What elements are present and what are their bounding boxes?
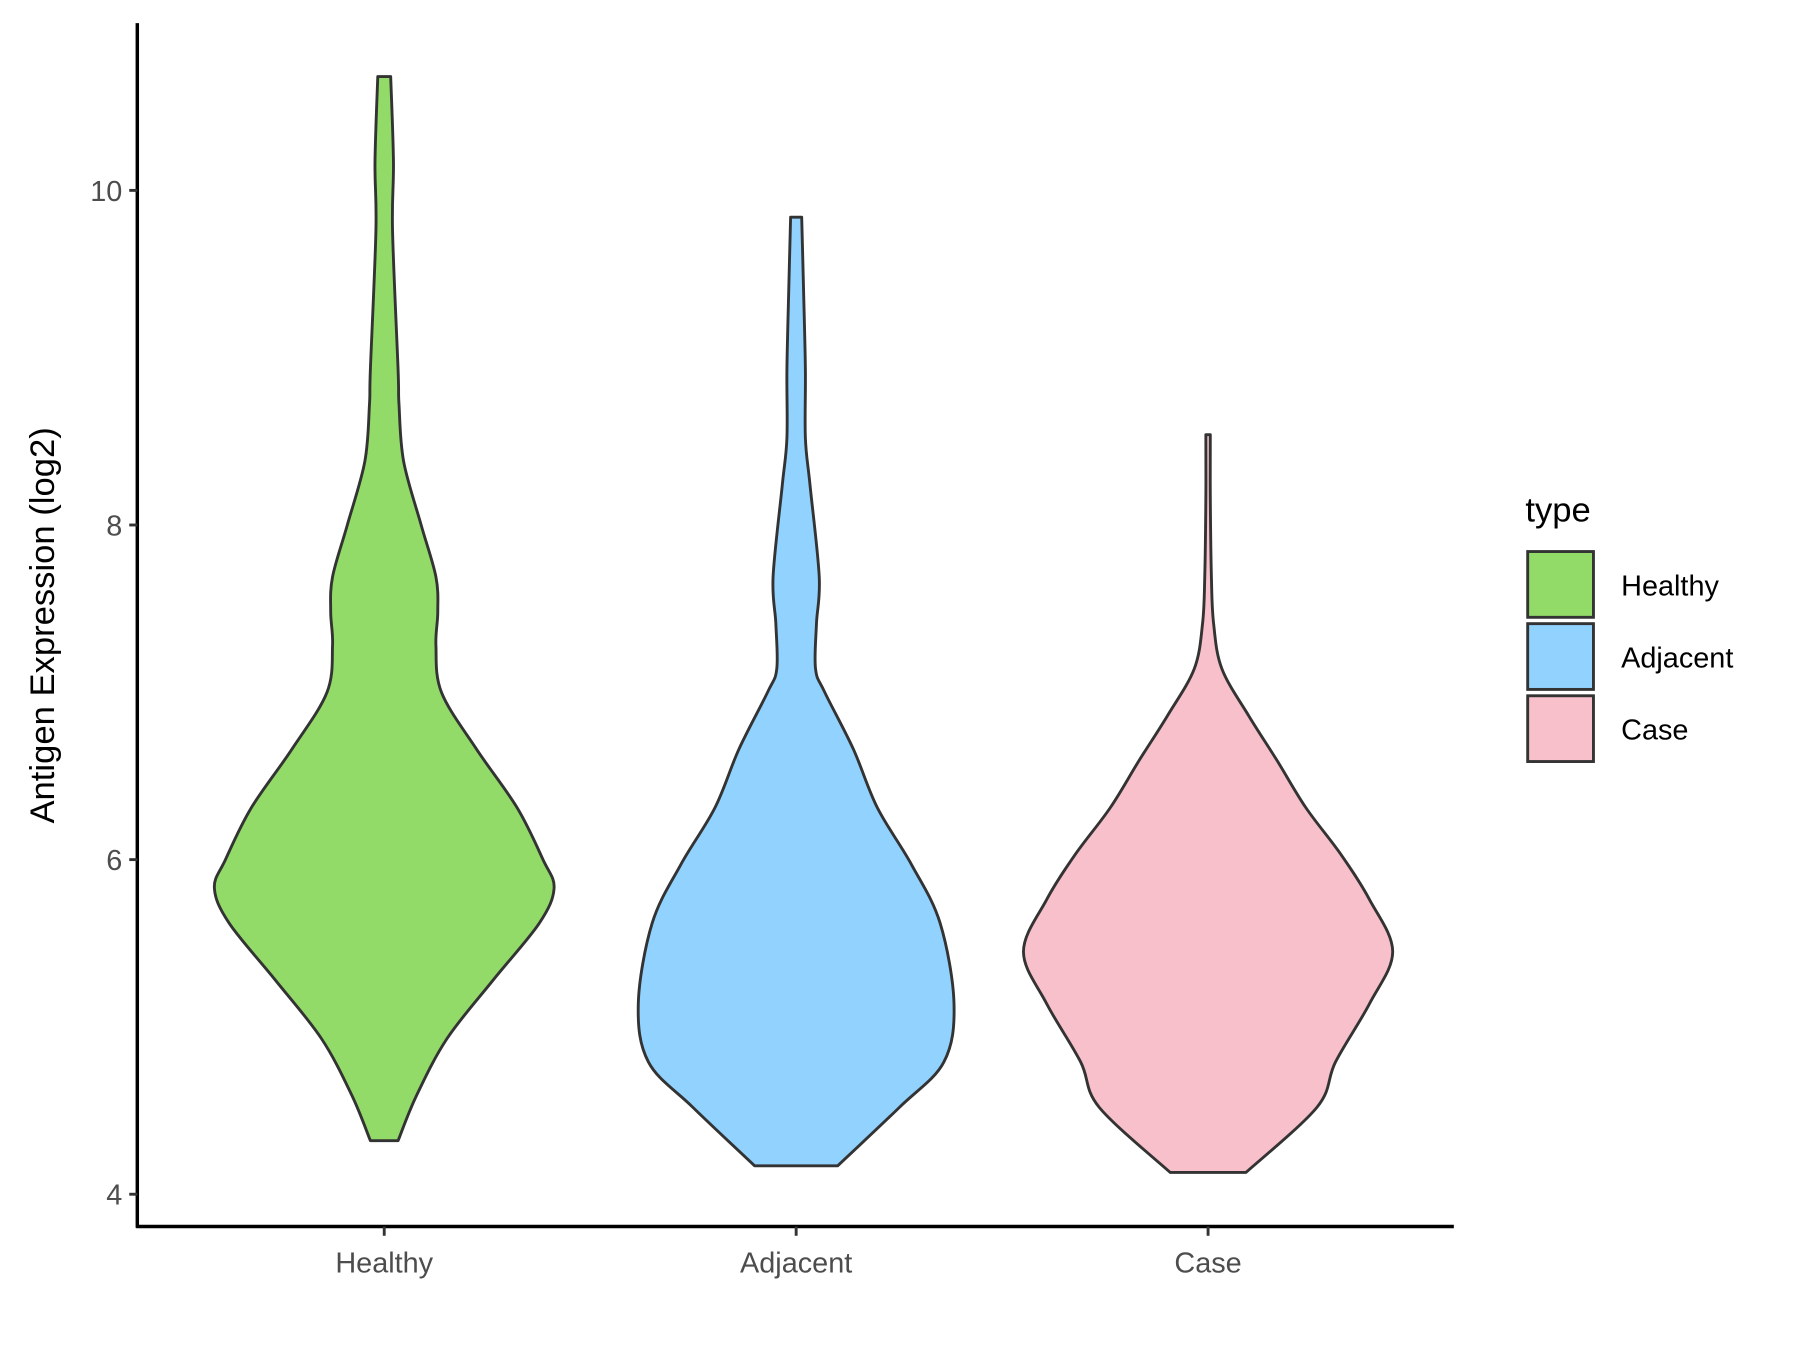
legend-label: Adjacent xyxy=(1621,643,1733,675)
y-ticks: 4 6 8 10 xyxy=(90,176,138,1212)
legend-key-adjacent xyxy=(1526,622,1595,691)
violins xyxy=(212,75,1395,1174)
violin-adjacent xyxy=(636,215,956,1168)
legend-key-case xyxy=(1526,694,1595,763)
x-ticks: Healthy Adjacent Case xyxy=(335,1226,1242,1280)
x-tick-label: Case xyxy=(1174,1248,1241,1280)
y-tick-label: 4 xyxy=(106,1180,122,1212)
legend-label: Healthy xyxy=(1621,570,1719,602)
y-axis-label: Antigen Expression (log2) xyxy=(24,427,62,823)
y-tick-label: 6 xyxy=(106,845,122,877)
y-tick-label: 10 xyxy=(90,176,122,208)
legend: type Healthy Adjacent Case xyxy=(1525,492,1733,763)
x-tick-label: Healthy xyxy=(335,1248,433,1280)
y-tick-label: 8 xyxy=(106,510,122,542)
legend-key-healthy xyxy=(1526,550,1595,619)
violin-healthy xyxy=(212,75,556,1143)
x-tick-label: Adjacent xyxy=(740,1248,852,1280)
legend-label: Case xyxy=(1621,715,1688,747)
legend-title: type xyxy=(1525,492,1590,530)
violin-case xyxy=(1022,433,1395,1174)
